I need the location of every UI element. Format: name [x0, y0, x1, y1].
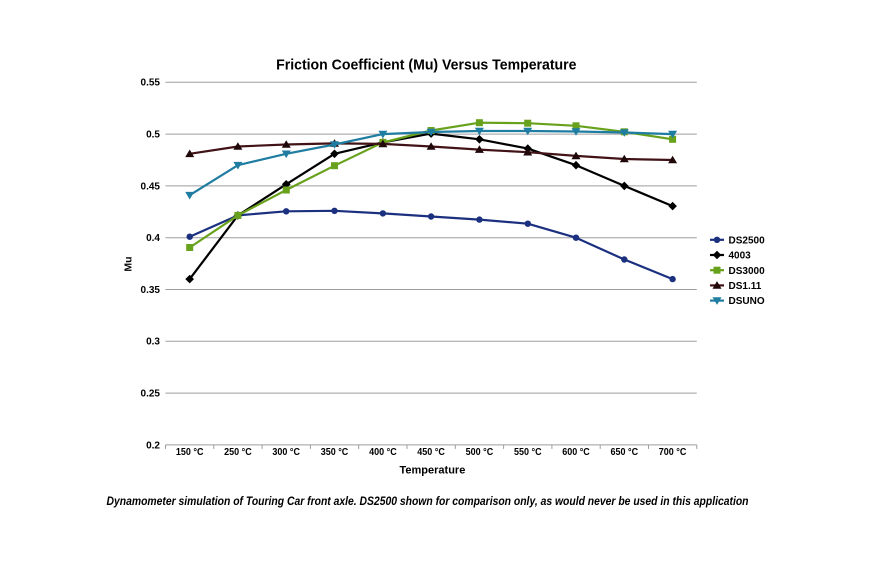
svg-text:0.35: 0.35 — [141, 285, 161, 296]
svg-text:0.25: 0.25 — [141, 389, 161, 400]
svg-text:500 °C: 500 °C — [466, 447, 494, 459]
svg-text:300 °C: 300 °C — [272, 447, 300, 459]
svg-text:350 °C: 350 °C — [321, 447, 349, 459]
svg-text:Dynamometer simulation of Tour: Dynamometer simulation of Touring Car fr… — [107, 496, 749, 509]
svg-text:0.3: 0.3 — [146, 337, 160, 348]
svg-text:0.5: 0.5 — [146, 130, 160, 141]
svg-text:650 °C: 650 °C — [611, 447, 639, 459]
svg-text:0.2: 0.2 — [146, 440, 160, 451]
svg-text:Temperature: Temperature — [399, 464, 465, 476]
svg-text:600 °C: 600 °C — [562, 447, 590, 459]
svg-text:0.45: 0.45 — [141, 181, 161, 192]
svg-text:0.55: 0.55 — [141, 78, 161, 89]
svg-text:Mu: Mu — [123, 256, 135, 271]
svg-text:Friction Coefficient (Mu) Vers: Friction Coefficient (Mu) Versus Tempera… — [276, 57, 576, 73]
svg-text:250 °C: 250 °C — [224, 447, 252, 459]
svg-text:DS1.11: DS1.11 — [729, 281, 762, 292]
svg-text:DS2500: DS2500 — [729, 235, 766, 246]
svg-text:150 °C: 150 °C — [176, 447, 204, 459]
svg-text:0.4: 0.4 — [146, 233, 160, 244]
svg-text:450 °C: 450 °C — [417, 447, 445, 459]
svg-text:4003: 4003 — [729, 251, 752, 262]
svg-text:550 °C: 550 °C — [514, 447, 542, 459]
svg-text:DSUNO: DSUNO — [729, 296, 765, 307]
svg-text:700 °C: 700 °C — [659, 447, 687, 459]
svg-text:DS3000: DS3000 — [729, 266, 766, 277]
svg-text:400 °C: 400 °C — [369, 447, 397, 459]
